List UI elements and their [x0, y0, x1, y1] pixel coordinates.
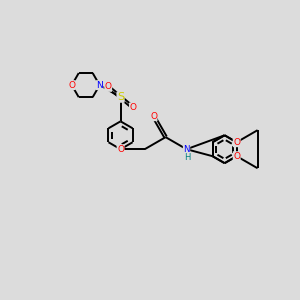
Text: O: O: [117, 145, 124, 154]
Text: O: O: [68, 81, 75, 90]
Text: N: N: [96, 81, 103, 90]
Text: O: O: [233, 152, 240, 161]
Text: O: O: [105, 82, 112, 91]
Text: O: O: [150, 112, 157, 121]
Text: O: O: [129, 103, 137, 112]
Text: H: H: [184, 153, 190, 162]
Text: O: O: [233, 138, 240, 147]
Text: S: S: [117, 92, 124, 102]
Text: N: N: [183, 145, 190, 154]
